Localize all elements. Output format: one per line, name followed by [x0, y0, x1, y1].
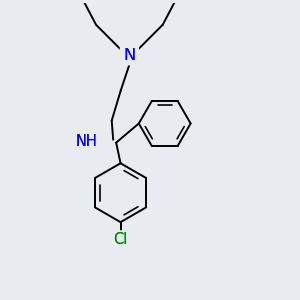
FancyBboxPatch shape	[120, 46, 139, 65]
Text: NH: NH	[75, 134, 97, 149]
Text: NH: NH	[75, 134, 97, 149]
Text: Cl: Cl	[113, 232, 128, 247]
FancyBboxPatch shape	[112, 230, 128, 242]
Text: Cl: Cl	[113, 232, 128, 247]
Text: N: N	[123, 48, 136, 63]
FancyBboxPatch shape	[82, 131, 99, 151]
Text: N: N	[123, 48, 136, 63]
